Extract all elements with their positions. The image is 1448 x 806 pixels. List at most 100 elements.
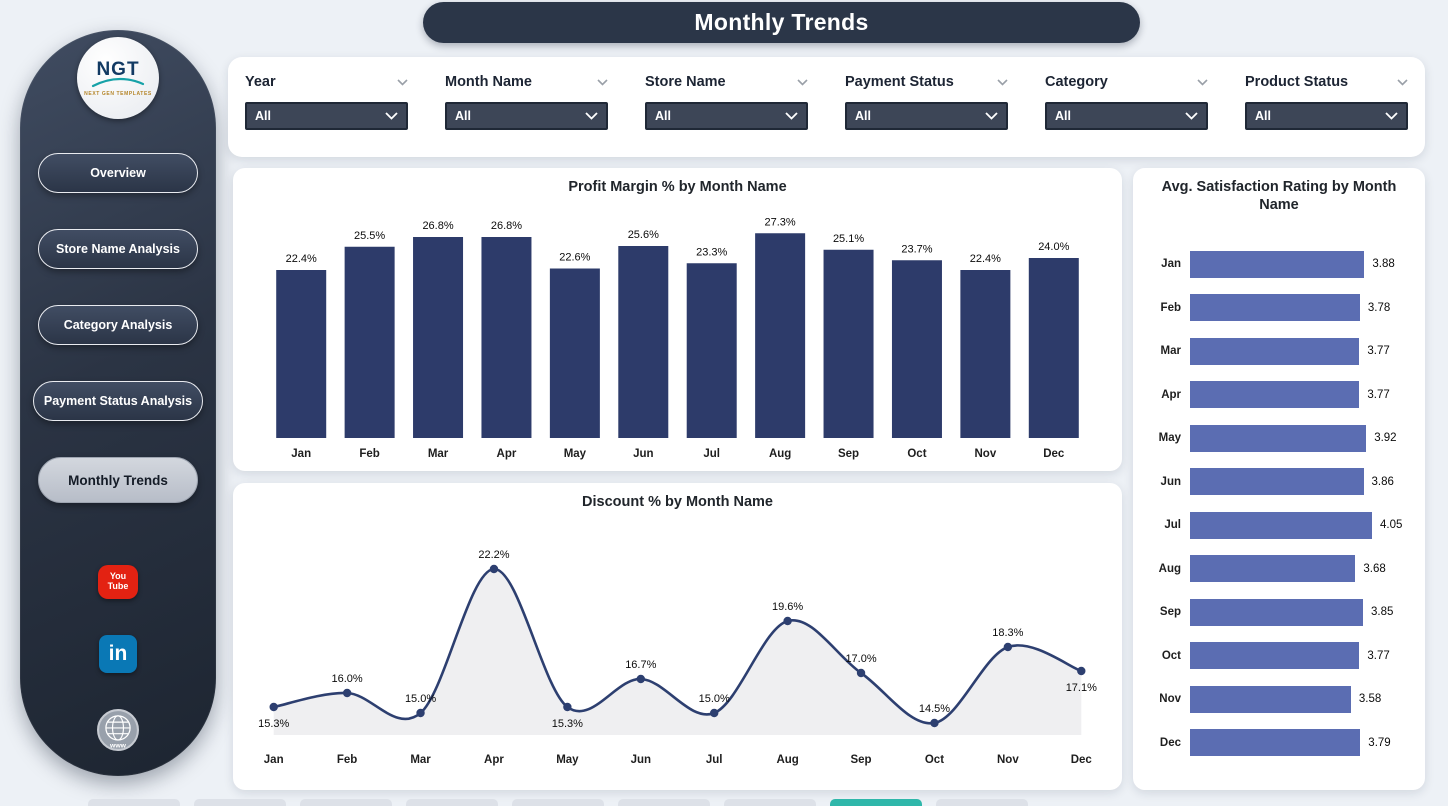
youtube-icon[interactable]: You Tube xyxy=(98,565,138,599)
bar-feb[interactable] xyxy=(1190,294,1360,321)
bar-jun[interactable] xyxy=(1190,468,1364,495)
category-label: Apr xyxy=(1161,388,1181,401)
chevron-down-icon[interactable] xyxy=(597,78,608,86)
data-point-sep[interactable] xyxy=(856,668,866,678)
value-label: 22.4% xyxy=(970,253,1001,265)
value-label: 18.3% xyxy=(992,627,1023,639)
bar-aug[interactable] xyxy=(755,233,806,439)
bar-mar[interactable] xyxy=(1190,337,1360,365)
bar-oct[interactable] xyxy=(1190,642,1360,669)
bar-sep[interactable] xyxy=(823,249,874,439)
sidebar-item-category-analysis[interactable]: Category Analysis xyxy=(38,305,198,345)
bar-jul[interactable] xyxy=(1190,511,1372,539)
bar-aug[interactable] xyxy=(1190,555,1356,582)
bar-may[interactable] xyxy=(1190,424,1367,452)
filter-store-name: Store Name All xyxy=(645,72,808,142)
product-status-dropdown[interactable]: All xyxy=(1245,102,1408,130)
category-dropdown[interactable]: All xyxy=(1045,102,1208,130)
bar-sep[interactable] xyxy=(1190,598,1363,626)
category-label: Nov xyxy=(1159,693,1181,705)
category-label: Apr xyxy=(484,754,504,766)
data-point-nov[interactable] xyxy=(1003,642,1013,652)
satisfaction-row: Feb 3.78 xyxy=(1147,286,1417,330)
report-page-tab[interactable] xyxy=(830,799,922,806)
value-label: 17.0% xyxy=(845,653,876,665)
report-page-tab[interactable] xyxy=(88,799,180,806)
year-dropdown[interactable]: All xyxy=(245,102,408,130)
bar-jul[interactable] xyxy=(686,263,737,439)
bar-oct[interactable] xyxy=(891,260,942,439)
globe-icon: www xyxy=(97,709,139,751)
data-point-dec[interactable] xyxy=(1077,666,1086,676)
logo-text: NGT xyxy=(96,58,140,80)
chevron-down-icon xyxy=(385,112,398,120)
bar-jun[interactable] xyxy=(618,246,669,439)
filter-label: Year xyxy=(245,74,276,90)
payment-status-dropdown[interactable]: All xyxy=(845,102,1008,130)
category-label: Nov xyxy=(997,754,1019,766)
report-page-tab[interactable] xyxy=(936,799,1028,806)
category-label: Feb xyxy=(359,448,379,460)
bar-jan[interactable] xyxy=(1190,250,1365,278)
report-page-tab[interactable] xyxy=(618,799,710,806)
data-point-may[interactable] xyxy=(563,702,572,712)
data-point-apr[interactable] xyxy=(489,564,499,574)
data-point-feb[interactable] xyxy=(342,688,352,698)
chart-title: Profit Margin % by Month Name xyxy=(568,179,787,195)
chevron-down-icon[interactable] xyxy=(997,78,1008,86)
sidebar-item-label: Payment Status Analysis xyxy=(43,394,193,408)
data-point-oct[interactable] xyxy=(930,718,939,728)
sidebar-item-label: Monthly Trends xyxy=(68,472,168,488)
report-page-tab[interactable] xyxy=(724,799,816,806)
website-icon[interactable]: www xyxy=(97,709,139,754)
chevron-down-icon[interactable] xyxy=(397,78,408,86)
data-point-jul[interactable] xyxy=(710,708,719,718)
sidebar-item-label: Category Analysis xyxy=(63,318,173,332)
value-label: 3.58 xyxy=(1358,693,1382,705)
data-point-jun[interactable] xyxy=(636,674,645,684)
discount-chart-card: Discount % by Month Name 15.3% Jan 16.0% Fe… xyxy=(233,483,1122,790)
report-page-tab[interactable] xyxy=(194,799,286,806)
satisfaction-row: Sep 3.85 xyxy=(1147,590,1417,634)
bar-dec[interactable] xyxy=(1028,258,1079,439)
bar-feb[interactable] xyxy=(344,246,395,439)
bar-may[interactable] xyxy=(549,268,600,439)
category-label: Oct xyxy=(1161,649,1181,662)
bar-dec[interactable] xyxy=(1190,729,1361,756)
bar-apr[interactable] xyxy=(1190,381,1360,408)
chevron-down-icon[interactable] xyxy=(1197,78,1208,86)
chevron-down-icon[interactable] xyxy=(797,78,808,86)
bar-nov[interactable] xyxy=(1190,685,1351,713)
report-page-tab[interactable] xyxy=(406,799,498,806)
value-label: 25.5% xyxy=(354,230,385,242)
chevron-down-icon[interactable] xyxy=(1397,78,1408,86)
report-page-tab[interactable] xyxy=(512,799,604,806)
sidebar-item-overview[interactable]: Overview xyxy=(38,153,198,193)
data-point-mar[interactable] xyxy=(416,708,425,718)
month-name-dropdown[interactable]: All xyxy=(445,102,608,130)
category-label: Dec xyxy=(1159,736,1181,749)
filter-month-name: Month Name All xyxy=(445,72,608,142)
category-label: Nov xyxy=(975,448,997,460)
sidebar-item-payment-status-analysis[interactable]: Payment Status Analysis xyxy=(32,381,204,421)
sidebar-item-store-name-analysis[interactable]: Store Name Analysis xyxy=(38,229,198,269)
value-label: 3.85 xyxy=(1371,606,1394,618)
line-series xyxy=(273,567,1082,725)
category-label: Aug xyxy=(1158,562,1181,575)
value-label: 3.88 xyxy=(1372,258,1395,270)
bar-mar[interactable] xyxy=(413,237,464,439)
store-name-dropdown[interactable]: All xyxy=(645,102,808,130)
sidebar-item-monthly-trends[interactable]: Monthly Trends xyxy=(38,457,198,503)
category-label: Jul xyxy=(706,754,723,766)
chevron-down-icon xyxy=(1185,112,1198,120)
bar-jan[interactable] xyxy=(276,270,327,439)
data-point-aug[interactable] xyxy=(783,616,792,626)
report-page-tab[interactable] xyxy=(300,799,392,806)
category-label: May xyxy=(1158,432,1181,444)
linkedin-icon[interactable]: in xyxy=(99,635,137,673)
category-label: Apr xyxy=(497,448,517,460)
bar-nov[interactable] xyxy=(960,270,1011,439)
data-point-jan[interactable] xyxy=(269,702,278,712)
bar-apr[interactable] xyxy=(481,237,532,439)
